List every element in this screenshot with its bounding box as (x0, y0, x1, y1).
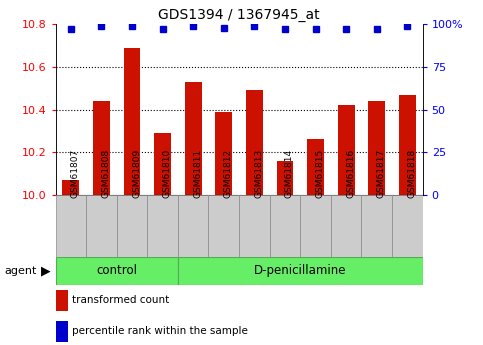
Text: GSM61809: GSM61809 (132, 149, 141, 198)
Bar (307, 139, 324, 195)
Bar (185, 82, 201, 195)
Bar (147, 195, 178, 257)
Bar (124, 48, 141, 195)
Text: GSM61815: GSM61815 (315, 149, 325, 198)
Text: GSM61807: GSM61807 (71, 149, 80, 198)
Bar (338, 105, 355, 195)
Text: ▶: ▶ (41, 264, 51, 277)
Title: GDS1394 / 1367945_at: GDS1394 / 1367945_at (158, 8, 320, 22)
Text: control: control (96, 264, 137, 277)
Bar (62, 180, 79, 195)
Bar (56, 257, 178, 285)
Bar (270, 195, 300, 257)
Text: GSM61810: GSM61810 (163, 149, 171, 198)
Bar (300, 195, 331, 257)
Bar (215, 112, 232, 195)
Bar (56, 195, 86, 257)
Bar (399, 95, 416, 195)
Bar (361, 195, 392, 257)
Bar (209, 195, 239, 257)
Text: GSM61811: GSM61811 (193, 149, 202, 198)
Text: GSM61812: GSM61812 (224, 149, 233, 198)
Bar (178, 195, 209, 257)
Bar (154, 133, 171, 195)
Text: GSM61816: GSM61816 (346, 149, 355, 198)
Text: percentile rank within the sample: percentile rank within the sample (72, 326, 248, 336)
Bar (246, 90, 263, 195)
Text: transformed count: transformed count (72, 295, 170, 305)
Bar (86, 195, 117, 257)
Text: GSM61814: GSM61814 (285, 149, 294, 198)
Text: agent: agent (5, 266, 37, 276)
Bar (178, 257, 423, 285)
Bar (392, 195, 423, 257)
Text: GSM61808: GSM61808 (101, 149, 111, 198)
Bar (331, 195, 361, 257)
Text: GSM61818: GSM61818 (407, 149, 416, 198)
Bar (93, 101, 110, 195)
Bar (369, 101, 385, 195)
Bar (239, 195, 270, 257)
Bar (117, 195, 147, 257)
Text: GSM61817: GSM61817 (377, 149, 386, 198)
Text: GSM61813: GSM61813 (255, 149, 263, 198)
Text: D-penicillamine: D-penicillamine (254, 264, 346, 277)
Bar (277, 161, 293, 195)
